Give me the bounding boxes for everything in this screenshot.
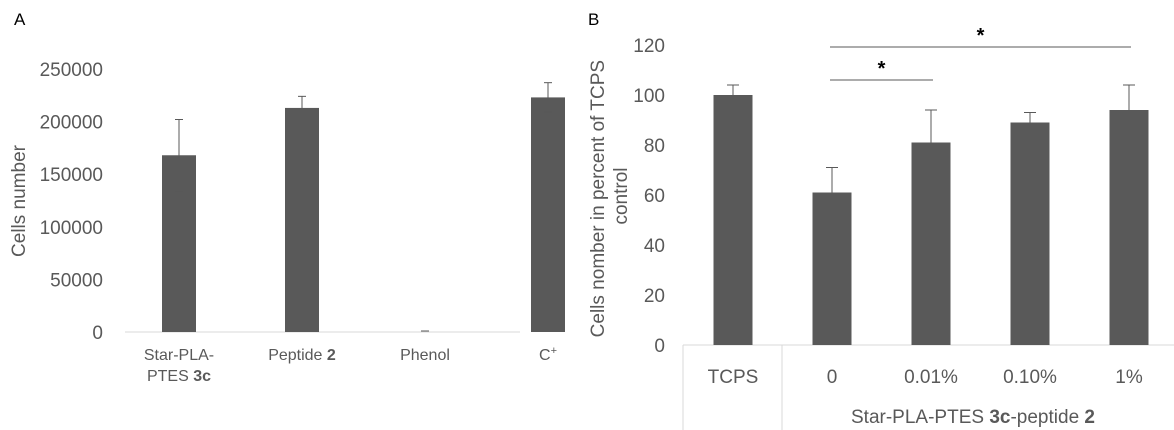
- panel-b-category-label: 0.10%: [1003, 367, 1057, 388]
- panel-b-bar: [1010, 122, 1050, 345]
- panel-a-category-label: Phenol: [400, 347, 450, 364]
- panel-b-y-tick-label: 100: [633, 86, 665, 107]
- panel-b-y-tick-label: 60: [644, 186, 665, 207]
- panel-b-y-tick-label: 40: [644, 236, 665, 257]
- panel-a-y-axis-label: Cells number: [9, 144, 30, 257]
- panel-a-y-tick-label: 50000: [50, 270, 103, 291]
- panel-a-chart: A Cells number 0 50000 100000 150000 200000 2…: [9, 10, 565, 385]
- panel-b-y-tick-label: 80: [644, 136, 665, 157]
- panel-b-significance-marker: *: [977, 25, 985, 47]
- label-run: 3c: [193, 368, 211, 385]
- label-run: Star-PLA-PTES: [851, 407, 989, 428]
- label-run: C: [539, 347, 551, 364]
- panel-b-y-tick-label: 120: [633, 36, 665, 57]
- panel-a-y-tick-label: 200000: [40, 113, 103, 134]
- panel-a-bar: [531, 97, 565, 333]
- panel-b-group-label: Star-PLA-PTES 3c-peptide 2: [851, 407, 1095, 428]
- label-run: Star-PLA-: [144, 347, 214, 364]
- label-run: -peptide: [1010, 407, 1084, 428]
- panel-a-category-label: Peptide 2: [268, 347, 336, 364]
- panel-b-category-label: 1%: [1115, 367, 1143, 388]
- panel-a-category-label: Star-PLA-: [144, 347, 214, 364]
- label-run: Phenol: [400, 347, 450, 364]
- panel-b-bar: [1109, 110, 1149, 345]
- panel-b-y-tick-label: 0: [654, 336, 665, 357]
- panel-b-category-label: 0: [827, 367, 838, 388]
- label-run: PTES: [147, 368, 193, 385]
- label-run: +: [551, 345, 557, 357]
- label-run: 3c: [989, 407, 1011, 428]
- panel-b-y-tick-label: 20: [644, 286, 665, 307]
- label-run: Peptide: [268, 347, 327, 364]
- panel-b-significance-marker: *: [878, 58, 886, 80]
- label-run: 2: [327, 347, 336, 364]
- panel-b-label: B: [588, 10, 599, 29]
- panel-a-category-label: PTES 3c: [147, 368, 211, 385]
- panel-b-category-label: 0.01%: [904, 367, 958, 388]
- panel-a-y-tick-label: 100000: [40, 218, 103, 239]
- panel-b-y-axis-label-line-1: Cells nomber in percent of TCPS: [588, 60, 609, 337]
- label-run: 2: [1084, 407, 1095, 428]
- panel-b-bar: [911, 142, 951, 345]
- panel-a-y-tick-label: 150000: [40, 165, 103, 186]
- panel-a-bar: [285, 107, 319, 332]
- panel-b-bar: [713, 95, 753, 345]
- panel-a-y-tick-label: 250000: [40, 60, 103, 81]
- panel-a-y-tick-label: 0: [92, 323, 103, 344]
- panel-a-label: A: [14, 10, 26, 29]
- panel-a-category-label: C+: [539, 345, 557, 364]
- panel-b-chart: B Cells nomber in percent of TCPS contro…: [588, 10, 1174, 430]
- panel-b-y-axis-label-line-2: control: [611, 167, 632, 224]
- panel-b-category-label: TCPS: [708, 367, 759, 388]
- panel-b-y-axis-label: Cells nomber in percent of TCPS control: [588, 55, 632, 338]
